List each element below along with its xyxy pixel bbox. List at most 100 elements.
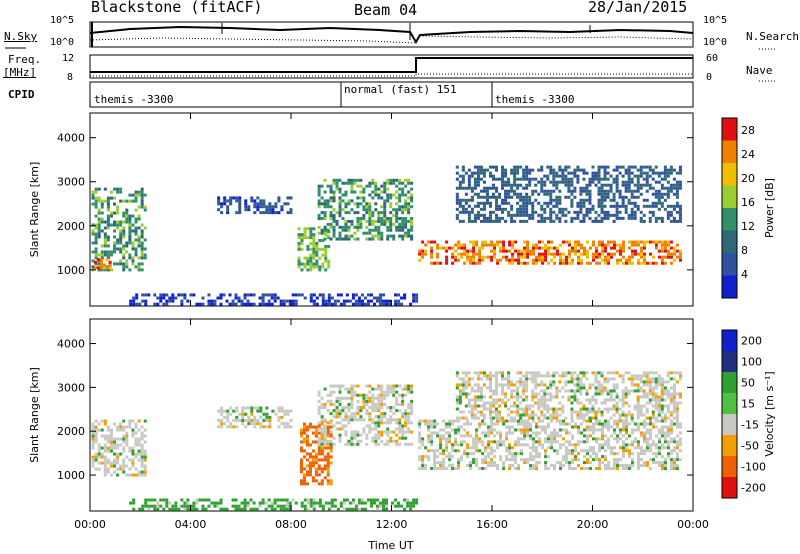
scatter-cell: [311, 455, 315, 459]
scatter-cell: [297, 244, 301, 248]
scatter-cell: [672, 216, 676, 220]
scatter-cell: [522, 186, 526, 190]
scatter-cell: [268, 208, 272, 212]
scatter-cell: [353, 202, 357, 206]
scatter-cell: [606, 443, 610, 447]
scatter-cell: [552, 410, 556, 414]
scatter-cell: [621, 201, 625, 205]
scatter-cell: [603, 195, 607, 199]
scatter-cell: [458, 377, 462, 381]
scatter-cell: [678, 258, 682, 262]
scatter-cell: [329, 187, 333, 191]
scatter-cell: [454, 466, 458, 470]
scatter-cell: [332, 436, 336, 440]
scatter-cell: [627, 464, 631, 468]
scatter-cell: [368, 430, 372, 434]
scatter-cell: [675, 404, 679, 408]
scatter-cell: [580, 431, 584, 435]
scatter-cell: [534, 189, 538, 193]
scatter-cell: [329, 455, 333, 459]
scatter-cell: [140, 464, 144, 468]
scatter-cell: [234, 302, 238, 306]
scatter-cell: [138, 507, 142, 511]
scatter-cell: [492, 416, 495, 420]
scatter-cell: [320, 439, 324, 443]
scatter-cell: [134, 220, 138, 224]
scatter-cell: [531, 201, 535, 205]
scatter-cell: [383, 214, 387, 218]
scatter-cell: [476, 165, 480, 169]
scatter-cell: [235, 425, 239, 429]
scatter-cell: [464, 374, 468, 378]
scatter-cell: [128, 214, 132, 218]
scatter-cell: [543, 210, 547, 214]
scatter-cell: [564, 389, 568, 393]
scatter-cell: [571, 461, 575, 465]
scatter-cell: [356, 205, 360, 209]
scatter-cell: [526, 422, 530, 426]
scatter-cell: [621, 216, 625, 220]
scatter-cell: [321, 299, 325, 303]
scatter-cell: [544, 246, 548, 250]
scatter-cell: [482, 401, 486, 405]
scatter-cell: [678, 219, 682, 223]
scatter-cell: [492, 219, 495, 223]
scatter-cell: [162, 498, 166, 502]
colorbar-swatch: [722, 372, 737, 393]
scatter-cell: [113, 202, 117, 206]
scatter-cell: [574, 249, 578, 253]
scatter-cell: [341, 384, 345, 388]
scatter-cell: [424, 466, 428, 470]
scatter-cell: [479, 165, 483, 169]
scatter-cell: [553, 246, 557, 250]
scatter-cell: [473, 186, 477, 190]
scatter-cell: [365, 219, 369, 223]
scatter-cell: [570, 201, 574, 205]
scatter-cell: [654, 401, 658, 405]
scatter-cell: [495, 189, 499, 193]
scatter-cell: [395, 421, 399, 425]
scatter-cell: [466, 431, 470, 435]
scatter-region: [129, 293, 419, 306]
scatter-cell: [109, 190, 113, 194]
scatter-cell: [312, 241, 316, 245]
scatter-cell: [603, 377, 607, 381]
scatter-cell: [615, 440, 619, 444]
scatter-cell: [401, 430, 405, 434]
y-tick-label: 2000: [57, 425, 85, 438]
scatter-cell: [526, 434, 530, 438]
scatter-cell: [576, 380, 580, 384]
scatter-cell: [246, 302, 250, 306]
scatter-cell: [407, 415, 411, 419]
scatter-cell: [660, 431, 664, 435]
scatter-cell: [624, 183, 628, 187]
scatter-cell: [621, 255, 625, 259]
scatter-cell: [252, 501, 256, 505]
scatter-cell: [294, 501, 298, 505]
scatter-cell: [603, 177, 607, 181]
scatter-cell: [106, 217, 110, 221]
scatter-cell: [395, 228, 399, 232]
scatter-cell: [309, 498, 313, 502]
scatter-cell: [371, 211, 375, 215]
scatter-cell: [559, 428, 563, 432]
scatter-cell: [100, 205, 104, 209]
scatter-cell: [612, 404, 616, 408]
scatter-cell: [538, 425, 542, 429]
scatter-cell: [201, 296, 205, 300]
scatter-cell: [162, 296, 166, 300]
scatter-cell: [609, 246, 613, 250]
scatter-cell: [615, 213, 619, 217]
scatter-cell: [140, 473, 144, 477]
scatter-cell: [519, 177, 523, 181]
scatter-cell: [675, 171, 679, 175]
scatter-cell: [100, 455, 104, 459]
scatter-cell: [612, 428, 616, 432]
scatter-cell: [535, 258, 539, 262]
scatter-cell: [448, 440, 452, 444]
scatter-cell: [639, 458, 643, 462]
scatter-cell: [621, 425, 625, 429]
scatter-cell: [106, 428, 110, 432]
scatter-cell: [458, 198, 462, 202]
scatter-cell: [356, 219, 360, 223]
